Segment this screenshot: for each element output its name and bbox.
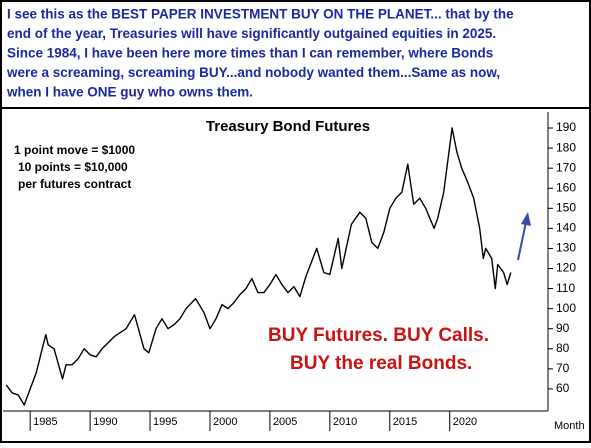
header: I see this as the BEST PAPER INVESTMENT … [6, 7, 514, 100]
x-axis-label: Month [554, 420, 585, 432]
x-tick-label: 1990 [93, 416, 117, 428]
y-tick-label: 110 [556, 281, 575, 295]
header-line: end of the year, Treasuries will have si… [7, 26, 496, 41]
x-tick-label: 2015 [393, 416, 417, 428]
header-line: I see this as the BEST PAPER INVESTMENT … [7, 7, 514, 22]
annotation: 1 point move = $1000 [14, 143, 135, 157]
y-tick-label: 130 [556, 241, 576, 255]
x-tick-label: 2020 [453, 416, 477, 428]
y-tick-label: 180 [556, 140, 576, 154]
x-tick-label: 2010 [333, 416, 357, 428]
x-tick-label: 2000 [213, 416, 237, 428]
y-tick-label: 80 [556, 341, 570, 355]
x-tick-label: 2005 [273, 416, 297, 428]
annotation: 10 points = $10,000 [18, 160, 128, 174]
chart-box [0, 107, 591, 443]
annotation: BUY the real Bonds. [290, 353, 472, 374]
y-tick-label: 170 [556, 160, 576, 174]
arrow [517, 221, 527, 261]
header-line: when I have ONE guy who owns them. [6, 85, 253, 100]
annotation: BUY Futures. BUY Calls. [268, 325, 489, 346]
y-tick-label: 120 [556, 261, 576, 275]
y-tick-label: 150 [556, 200, 576, 214]
annotation: per futures contract [18, 177, 131, 191]
y-tick-label: 90 [556, 321, 570, 335]
y-tick-label: 160 [556, 180, 576, 194]
y-tick-label: 60 [556, 381, 570, 395]
y-tick-label: 70 [556, 361, 570, 375]
header-line: were a screaming, screaming BUY...and no… [6, 65, 500, 80]
y-tick-label: 190 [556, 120, 576, 134]
x-tick-label: 1985 [33, 416, 57, 428]
price-line [5, 127, 512, 406]
chart-title: Treasury Bond Futures [206, 118, 370, 135]
arrow-head [521, 212, 531, 226]
y-tick-label: 140 [556, 221, 576, 235]
x-tick-label: 1995 [153, 416, 177, 428]
y-tick-label: 100 [556, 301, 576, 315]
header-box [0, 0, 591, 109]
header-line: Since 1984, I have been here more times … [7, 46, 493, 61]
